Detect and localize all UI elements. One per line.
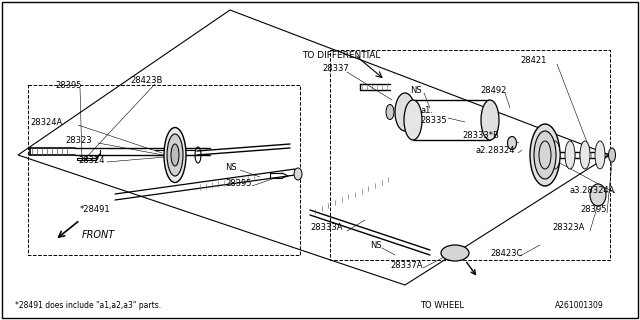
Text: 28395: 28395 <box>580 205 607 214</box>
Text: 28335: 28335 <box>420 116 447 124</box>
Ellipse shape <box>508 137 516 149</box>
Text: 28395: 28395 <box>225 179 252 188</box>
Text: 28421: 28421 <box>520 55 547 65</box>
Ellipse shape <box>294 168 302 180</box>
Text: NS: NS <box>225 163 237 172</box>
Ellipse shape <box>171 144 179 166</box>
Text: TO DIFFERENTIAL: TO DIFFERENTIAL <box>302 51 380 60</box>
Text: 28323: 28323 <box>65 135 92 145</box>
Ellipse shape <box>590 184 606 206</box>
Text: 28324: 28324 <box>78 156 104 164</box>
Ellipse shape <box>386 105 394 119</box>
Text: *28491 does include "a1,a2,a3" parts.: *28491 does include "a1,a2,a3" parts. <box>15 300 161 309</box>
Text: NS: NS <box>370 241 381 250</box>
Text: A261001309: A261001309 <box>555 300 604 309</box>
Ellipse shape <box>595 141 605 169</box>
Ellipse shape <box>609 148 616 162</box>
Ellipse shape <box>535 141 545 169</box>
Text: 28337: 28337 <box>322 63 349 73</box>
Text: *28491: *28491 <box>80 205 111 214</box>
Text: 28423C: 28423C <box>490 249 522 258</box>
Ellipse shape <box>404 100 422 140</box>
Ellipse shape <box>530 124 560 186</box>
Text: NS: NS <box>410 85 422 94</box>
Text: 28423B: 28423B <box>130 76 163 84</box>
Ellipse shape <box>441 245 469 261</box>
Ellipse shape <box>481 100 499 140</box>
Ellipse shape <box>534 131 556 179</box>
Text: 28324A: 28324A <box>30 117 62 126</box>
Text: 28337A: 28337A <box>390 260 422 269</box>
Ellipse shape <box>550 141 560 169</box>
Ellipse shape <box>580 141 590 169</box>
Text: FRONT: FRONT <box>82 230 115 240</box>
Ellipse shape <box>565 141 575 169</box>
Text: a3.28324A: a3.28324A <box>570 186 616 195</box>
Text: 28333*B: 28333*B <box>462 131 499 140</box>
Text: 28323A: 28323A <box>552 223 584 233</box>
Text: 28492: 28492 <box>480 85 506 94</box>
Ellipse shape <box>167 134 183 176</box>
Text: a1.: a1. <box>420 106 433 115</box>
Text: 28395: 28395 <box>55 81 81 90</box>
Ellipse shape <box>164 127 186 182</box>
Ellipse shape <box>395 93 415 131</box>
Text: TO WHEEL: TO WHEEL <box>420 300 464 309</box>
Text: a2.28324: a2.28324 <box>475 146 515 155</box>
Text: 28333A: 28333A <box>310 223 342 233</box>
